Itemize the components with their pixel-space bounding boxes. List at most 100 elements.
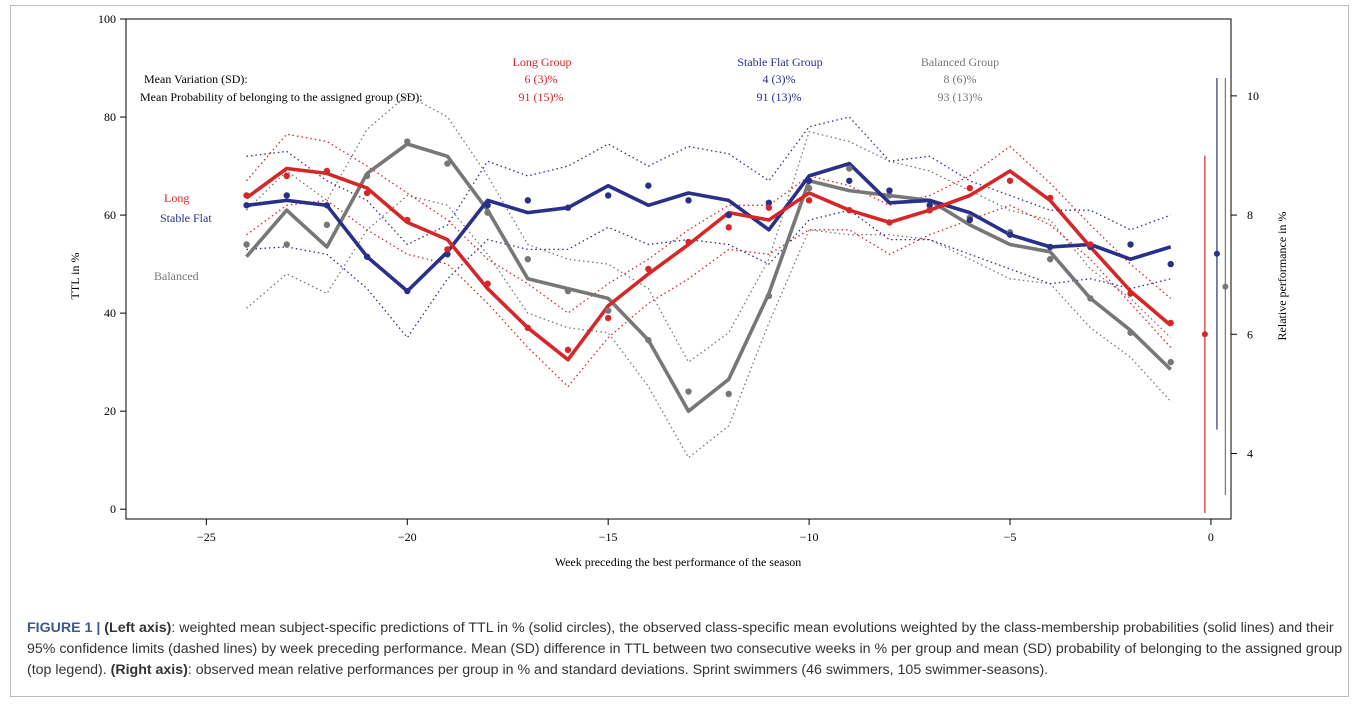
long-point — [886, 219, 893, 226]
balanced-point — [524, 255, 532, 263]
balanced-point — [444, 160, 451, 167]
series-lines — [245, 142, 1172, 413]
long-point — [524, 324, 532, 332]
legend-row1-stable: 4 (3)% — [763, 72, 796, 86]
long-perf-mean — [1201, 331, 1208, 338]
balanced-point — [604, 307, 612, 314]
balanced-line — [245, 142, 1172, 413]
long-upper-ci — [246, 133, 1172, 314]
long-point — [1167, 319, 1174, 327]
y-tick-label: 60 — [104, 208, 116, 222]
caption-right-axis-head: (Right axis) — [110, 662, 188, 678]
caption-left-axis-head: (Left axis) — [104, 620, 172, 636]
caption-figure-label: FIGURE 1 | — [27, 620, 105, 636]
stable-point — [524, 197, 532, 204]
balanced-point — [1127, 329, 1134, 336]
balanced-point — [1087, 295, 1094, 302]
balanced-point — [243, 241, 250, 248]
stable-perf-mean — [1213, 250, 1220, 257]
long-point — [604, 314, 612, 322]
legend-row2-stable: 91 (13)% — [757, 90, 802, 104]
y-tick-label: 20 — [104, 404, 116, 418]
stable-point — [404, 287, 411, 295]
stable-point — [1167, 260, 1174, 268]
long-point — [283, 172, 290, 180]
balanced-point — [725, 390, 732, 398]
balanced-point — [484, 209, 491, 216]
stable-point — [1006, 231, 1014, 238]
balanced-point — [685, 388, 692, 395]
long-point — [725, 224, 732, 231]
y2-tick-label: 10 — [1247, 89, 1259, 103]
stable-point — [484, 202, 491, 209]
confidence-limits — [246, 94, 1172, 459]
x-axis-title: Week preceding the best performance of t… — [555, 555, 802, 569]
stable-point — [444, 251, 451, 258]
series-label-long: Long — [164, 191, 189, 205]
stable-point — [604, 192, 612, 199]
long-point — [966, 184, 974, 192]
balanced-point — [846, 165, 853, 172]
stable-point — [685, 197, 692, 204]
legend-row2-label: Mean Probability of belonging to the ass… — [140, 90, 423, 104]
long-point — [1006, 177, 1014, 184]
y-tick-label: 100 — [98, 12, 116, 26]
y-tick-label: 0 — [110, 502, 116, 516]
top-legend: Long Group Stable Flat Group Balanced Gr… — [140, 55, 999, 104]
stable-point — [283, 192, 290, 199]
legend-row1-label: Mean Variation (SD): — [144, 72, 248, 86]
legend-row2-long: 91 (15)% — [519, 90, 564, 104]
right-axis-error-bars — [1201, 77, 1229, 514]
y2-tick-label: 8 — [1247, 208, 1253, 222]
long-point — [404, 216, 411, 224]
y-tick-label: 80 — [104, 110, 116, 124]
series-label-stable: Stable Flat — [160, 211, 212, 225]
stable-point — [1046, 243, 1054, 251]
long-point — [685, 238, 692, 246]
long-point — [1046, 194, 1054, 202]
long-point — [444, 246, 451, 253]
stable-point — [323, 202, 331, 209]
series-label-balanced: Balanced — [154, 269, 199, 283]
stable-point — [886, 187, 893, 194]
stable-line — [246, 161, 1172, 293]
stable-lower-ci — [246, 209, 1171, 339]
balanced-point — [1046, 255, 1054, 263]
x-tick-label: −20 — [398, 530, 417, 544]
y-axis-title: TTL in % — [68, 253, 82, 300]
stable-point — [725, 211, 732, 219]
legend-header-stable: Stable Flat Group — [737, 55, 822, 69]
legend-row1-long: 6 (3)% — [525, 72, 558, 86]
series-points — [243, 138, 1174, 398]
long-line — [245, 166, 1172, 362]
long-point — [645, 265, 652, 273]
y2-axis-title: Relative performance in % — [1275, 212, 1289, 341]
balanced-point — [1167, 358, 1174, 366]
stable-upper-ci — [246, 116, 1171, 246]
balanced-point — [363, 172, 371, 180]
x-tick-label: −15 — [599, 530, 618, 544]
stable-point — [765, 199, 773, 207]
legend-row2-balanced: 93 (13)% — [938, 90, 983, 104]
balanced-lower-ci — [246, 194, 1172, 459]
x-tick-label: −10 — [800, 530, 819, 544]
balanced-upper-ci — [246, 94, 1172, 364]
plot-box — [125, 18, 1232, 520]
balanced-point — [404, 138, 411, 145]
long-point — [1087, 241, 1094, 248]
balanced-point — [564, 287, 572, 295]
stable-point — [966, 216, 974, 224]
long-point — [323, 167, 331, 175]
x-tick-label: −5 — [1004, 530, 1017, 544]
y-tick-label: 40 — [104, 306, 116, 320]
stable-point — [363, 253, 371, 260]
long-point — [846, 206, 853, 214]
figure-frame: −25 −20 −15 −10 −5 0 0 20 40 60 80 100 4 6 8 10 Week pr… — [10, 5, 1349, 697]
long-point — [805, 197, 813, 204]
axes: −25 −20 −15 −10 −5 0 0 20 40 60 80 100 4 6 8 10 — [98, 12, 1259, 544]
balanced-perf-mean — [1222, 283, 1229, 290]
legend-header-long: Long Group — [513, 55, 572, 69]
long-point — [363, 189, 371, 197]
stable-point — [243, 202, 250, 209]
stable-point — [926, 202, 933, 209]
